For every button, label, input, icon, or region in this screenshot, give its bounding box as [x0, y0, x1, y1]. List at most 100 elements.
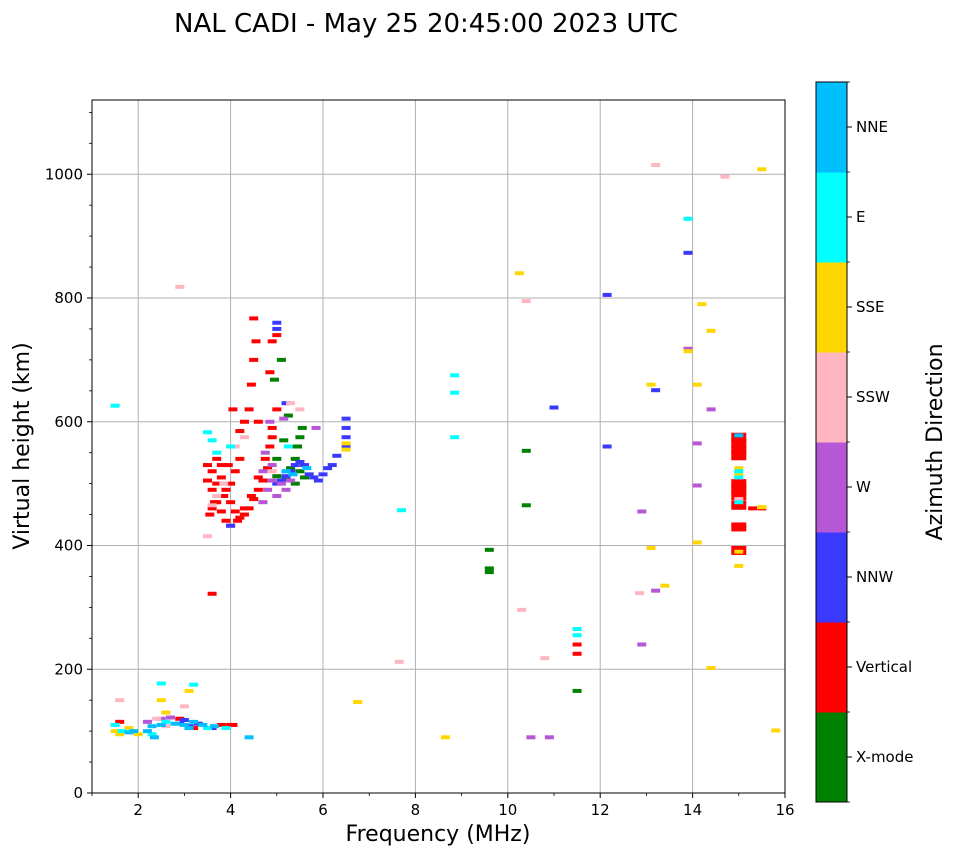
- echo-point-e: [117, 729, 127, 734]
- echo-point-vertical: [249, 497, 259, 502]
- echo-point-ssw: [295, 407, 305, 412]
- echo-point-x-mode: [272, 456, 282, 461]
- colorbar-label: Vertical: [856, 658, 912, 676]
- echo-point-w: [267, 478, 277, 483]
- grid-lines: [92, 100, 785, 793]
- x-tick-label: 4: [226, 801, 236, 819]
- echo-point-nne: [142, 729, 152, 734]
- echo-point-x-mode: [290, 456, 300, 461]
- echo-point-nne: [189, 719, 199, 724]
- x-tick-label: 10: [498, 801, 517, 819]
- echo-point-x-mode: [295, 469, 305, 474]
- echo-point-nnw: [300, 463, 310, 468]
- echo-point-ssw: [207, 503, 217, 508]
- echo-point-w: [706, 407, 716, 412]
- echo-point-vertical: [244, 407, 254, 412]
- echo-point-x-mode: [279, 438, 289, 443]
- echo-point-w: [526, 735, 536, 740]
- y-tick-label: 200: [54, 660, 83, 678]
- echo-point-sse: [706, 666, 716, 671]
- echo-point-vertical: [731, 522, 747, 532]
- echo-point-nne: [198, 722, 208, 727]
- echo-point-x-mode: [521, 503, 531, 508]
- echo-point-sse: [734, 563, 744, 568]
- echo-point-w: [166, 715, 176, 720]
- echo-point-ssw: [651, 162, 661, 167]
- colorbar-segment-sse: [816, 262, 847, 353]
- echo-point-sse: [734, 472, 744, 477]
- echo-point-w: [281, 487, 291, 492]
- echo-point-w: [311, 425, 321, 430]
- echo-point-nnw: [179, 717, 189, 722]
- echo-point-x-mode: [484, 547, 494, 552]
- echo-point-vertical: [731, 479, 747, 489]
- colorbar-segment-nne: [816, 82, 847, 173]
- echo-point-sse: [184, 688, 194, 693]
- echo-point-sse: [440, 735, 450, 740]
- echo-point-vertical: [731, 491, 747, 501]
- echo-point-vertical: [249, 357, 259, 362]
- echo-point-w: [544, 735, 554, 740]
- colorbar-label: NNW: [856, 568, 893, 586]
- echo-point-ssw: [219, 481, 229, 486]
- echo-point-w: [258, 469, 268, 474]
- echo-point-x-mode: [290, 481, 300, 486]
- colorbar-label: W: [856, 478, 871, 496]
- echo-point-w: [142, 719, 152, 724]
- echo-point-e: [734, 469, 744, 474]
- echo-point-nnw: [304, 472, 314, 477]
- echo-point-vertical: [265, 444, 275, 449]
- plot-frame: [91, 99, 786, 794]
- echo-point-vertical: [203, 478, 212, 483]
- echo-point-e: [203, 726, 212, 731]
- echo-point-e: [226, 444, 236, 449]
- echo-point-vertical: [212, 456, 222, 461]
- echo-point-e: [397, 508, 407, 513]
- echo-point-w: [692, 483, 702, 488]
- echo-point-sse: [110, 729, 120, 734]
- y-tick-label: 800: [54, 289, 83, 307]
- echo-point-vertical: [263, 466, 273, 471]
- echo-point-vertical: [731, 445, 747, 455]
- colorbar-label: SSW: [856, 388, 890, 406]
- echo-point-x-mode: [269, 377, 279, 382]
- echo-point-w: [276, 481, 286, 486]
- echo-point-ssw: [179, 704, 189, 709]
- echo-point-vertical: [272, 333, 282, 338]
- echo-point-nnw: [281, 474, 291, 479]
- echo-point-nnw: [683, 250, 693, 255]
- echo-point-e: [203, 430, 212, 435]
- echo-point-vertical: [205, 512, 215, 517]
- echo-point-x-mode: [276, 357, 286, 362]
- echo-point-sse: [341, 441, 351, 446]
- x-tick-label: 14: [683, 801, 702, 819]
- echo-point-sse: [734, 549, 744, 554]
- colorbar-frame: [815, 81, 848, 803]
- echo-point-sse: [514, 271, 524, 276]
- echo-point-x-mode: [272, 474, 282, 479]
- echo-point-ssw: [152, 716, 162, 721]
- echo-point-vertical: [246, 382, 256, 387]
- echo-point-vertical: [207, 591, 217, 596]
- x-tick-label: 8: [411, 801, 421, 819]
- echo-point-sse: [706, 328, 716, 333]
- echo-point-e: [212, 450, 222, 455]
- echo-point-nnw: [276, 478, 286, 483]
- echo-point-nnw: [341, 416, 351, 421]
- echo-point-vertical: [572, 651, 582, 656]
- echo-point-vertical: [216, 722, 226, 727]
- colorbar-segments: [816, 82, 847, 803]
- echo-point-nnw: [313, 478, 323, 483]
- echo-point-nnw: [651, 388, 661, 393]
- echo-point-nnw: [272, 320, 282, 325]
- echo-point-e: [283, 444, 293, 449]
- echo-point-nnw: [341, 444, 351, 449]
- echo-point-sse: [660, 583, 670, 588]
- echo-point-sse: [115, 732, 125, 737]
- echo-point-x-mode: [572, 688, 582, 693]
- echo-point-vertical: [246, 494, 256, 498]
- echo-point-nne: [149, 735, 159, 740]
- echo-point-vertical: [223, 463, 233, 468]
- y-axis-ticks: 0 200 400 600 800 1000: [45, 111, 92, 802]
- echo-point-nnw: [175, 721, 185, 726]
